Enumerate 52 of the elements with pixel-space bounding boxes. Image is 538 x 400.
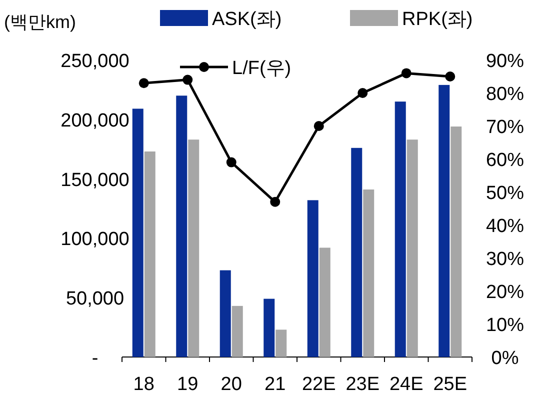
- y-tick-label: -: [92, 348, 98, 369]
- y2-tick-label: 90%: [486, 51, 524, 72]
- y-tick-label: 250,000: [60, 51, 130, 72]
- y2-tick-label: 10%: [486, 315, 524, 336]
- bar: [394, 102, 406, 357]
- y2-tick-label: 80%: [486, 84, 524, 105]
- legend-label: L/F(우): [232, 58, 292, 79]
- bar: [319, 248, 330, 357]
- y2-tick-label: 0%: [491, 348, 519, 369]
- point: [445, 72, 456, 82]
- y-tick-label: 100,000: [60, 229, 130, 250]
- x-tick-label: 20: [220, 374, 242, 395]
- x-tick-label: 23E: [346, 374, 380, 395]
- bar: [450, 126, 462, 357]
- y2-tick-label: 60%: [486, 150, 524, 171]
- bar: [276, 330, 287, 357]
- y2-tick-label: 70%: [486, 117, 524, 138]
- point: [270, 196, 280, 207]
- bar: [351, 148, 362, 357]
- y2-tick-label: 40%: [486, 216, 524, 237]
- x-tick-label: 21: [264, 374, 286, 395]
- x-tick-label: 19: [177, 374, 198, 395]
- y-tick-label: 200,000: [60, 110, 130, 132]
- bar: [307, 200, 318, 357]
- x-tick-label: 25E: [433, 374, 468, 395]
- bar: [406, 140, 418, 357]
- bar: [132, 108, 144, 357]
- bar: [232, 306, 243, 357]
- point: [401, 68, 412, 78]
- x-tick-label: 18: [133, 374, 154, 395]
- y2-tick-label: 20%: [486, 282, 524, 303]
- x-tick-label: 24E: [389, 374, 424, 395]
- point: [182, 74, 193, 85]
- bar: [176, 96, 188, 357]
- bar: [188, 140, 200, 357]
- bar: [264, 298, 275, 357]
- y-tick-label: 150,000: [60, 170, 130, 191]
- legend-label: ASK(좌): [212, 9, 282, 30]
- legend-label: RPK(좌): [402, 9, 473, 30]
- y2-tick-label: 30%: [486, 249, 524, 270]
- x-tick-label: 22E: [302, 374, 336, 395]
- point: [358, 88, 368, 98]
- bar: [438, 84, 450, 357]
- point: [314, 121, 324, 131]
- bar: [220, 270, 231, 357]
- bar: [363, 189, 374, 357]
- y-tick-label: 50,000: [66, 288, 124, 310]
- point: [226, 157, 236, 168]
- y-axis-title: (백만km): [4, 12, 76, 32]
- y2-tick-label: 50%: [486, 183, 524, 204]
- point: [138, 78, 149, 88]
- bar: [144, 151, 156, 357]
